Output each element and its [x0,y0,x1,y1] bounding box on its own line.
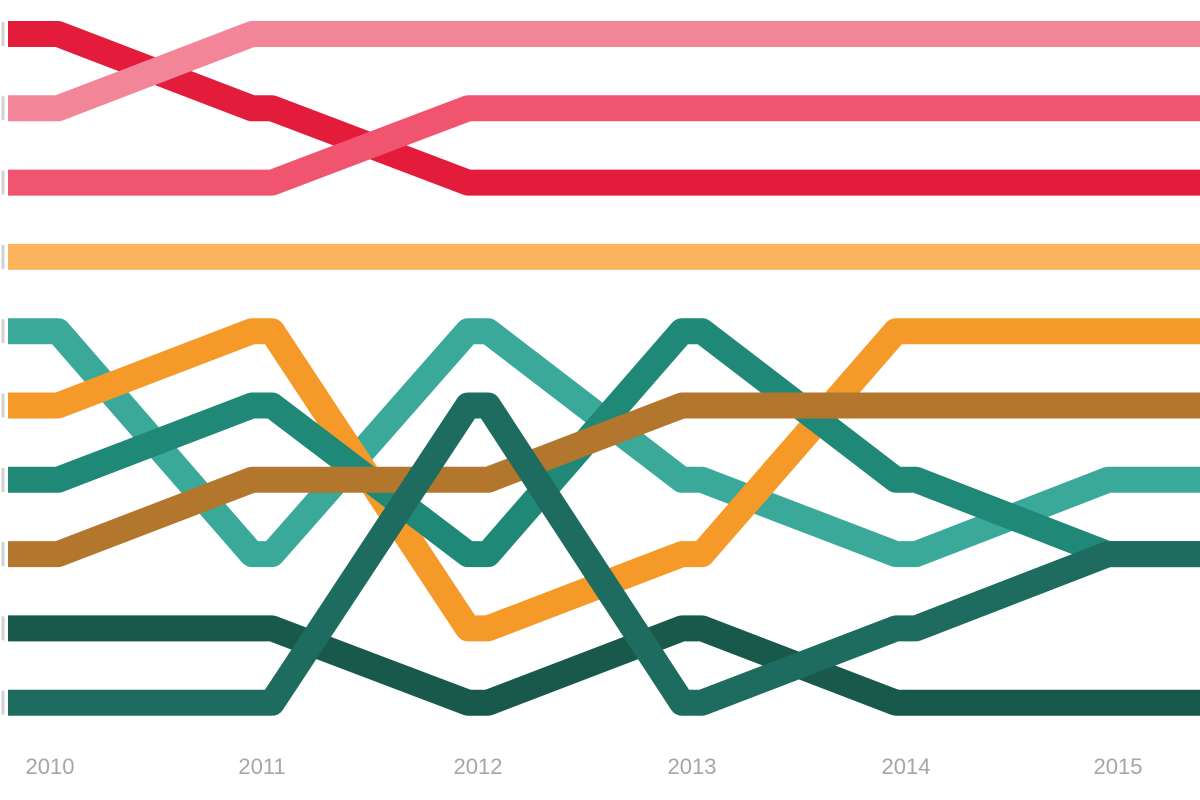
series-line-3 [8,95,1200,196]
x-tick-label: 2015 [1094,754,1143,779]
series-line-10 [8,392,1200,716]
x-tick-label: 2011 [238,754,285,779]
x-tick-label: 2012 [454,754,503,779]
series-line-5 [8,318,1200,568]
series-line-6 [8,318,1200,642]
series-line-1 [8,21,1200,196]
series-lines [8,21,1200,716]
x-axis-labels: 2010 2011 2012 2013 2014 2015 [26,754,1143,779]
x-tick-label: 2010 [26,754,75,779]
series-line-9 [8,615,1200,716]
series-line-8 [8,392,1200,568]
x-tick-label: 2014 [882,754,931,779]
x-tick-label: 2013 [668,754,717,779]
series-line-2 [8,21,1200,122]
